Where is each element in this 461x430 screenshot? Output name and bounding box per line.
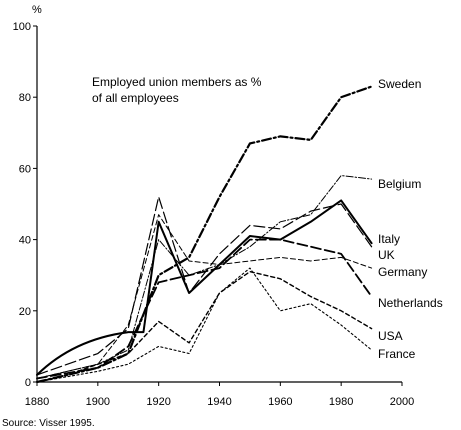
y-tick-label: 80 bbox=[19, 92, 31, 104]
series-line-sweden bbox=[35, 85, 373, 384]
series-line-netherlands bbox=[36, 238, 373, 380]
series-line-germany bbox=[36, 214, 373, 379]
x-tick-label: 1980 bbox=[329, 396, 353, 408]
series-label-usa: USA bbox=[378, 329, 403, 343]
chart-title-line2: of all employees bbox=[92, 91, 179, 105]
series-label-uk: UK bbox=[378, 248, 395, 262]
series-line-france bbox=[36, 267, 373, 383]
y-tick-label: 100 bbox=[13, 21, 31, 33]
series-label-netherlands: Netherlands bbox=[378, 296, 443, 310]
y-axis-unit: % bbox=[32, 4, 42, 16]
series-layer bbox=[35, 85, 373, 384]
chart-title: Employed union members as % bbox=[92, 75, 262, 89]
y-tick-label: 40 bbox=[19, 235, 31, 247]
source-note: Source: Visser 1995. bbox=[2, 418, 95, 429]
series-line-belgium bbox=[36, 175, 373, 379]
x-tick-label: 1900 bbox=[86, 396, 110, 408]
y-tick-label: 20 bbox=[19, 306, 31, 318]
x-tick-label: 2000 bbox=[390, 396, 414, 408]
series-label-italy: Italy bbox=[378, 232, 400, 246]
axes: % bbox=[32, 4, 402, 383]
series-label-france: France bbox=[378, 347, 416, 361]
series-labels: Sweden Belgium Italy UK Germany Netherlands US… bbox=[378, 77, 443, 361]
series-line-usa bbox=[36, 270, 373, 383]
series-label-belgium: Belgium bbox=[378, 177, 421, 191]
x-tick-label: 1960 bbox=[268, 396, 292, 408]
series-label-sweden: Sweden bbox=[378, 77, 421, 91]
x-tick-label: 1920 bbox=[146, 396, 170, 408]
series-label-germany: Germany bbox=[378, 265, 427, 279]
x-tick-label: 1880 bbox=[25, 396, 49, 408]
series-line-uk bbox=[36, 196, 373, 376]
axis-ticks: 1880 1900 1920 1940 1960 1980 2000 0 20 40 60 80 100 bbox=[13, 21, 415, 408]
y-tick-label: 60 bbox=[19, 163, 31, 175]
y-tick-label: 0 bbox=[25, 377, 31, 389]
x-tick-label: 1940 bbox=[207, 396, 231, 408]
series-line-italy bbox=[36, 199, 373, 376]
